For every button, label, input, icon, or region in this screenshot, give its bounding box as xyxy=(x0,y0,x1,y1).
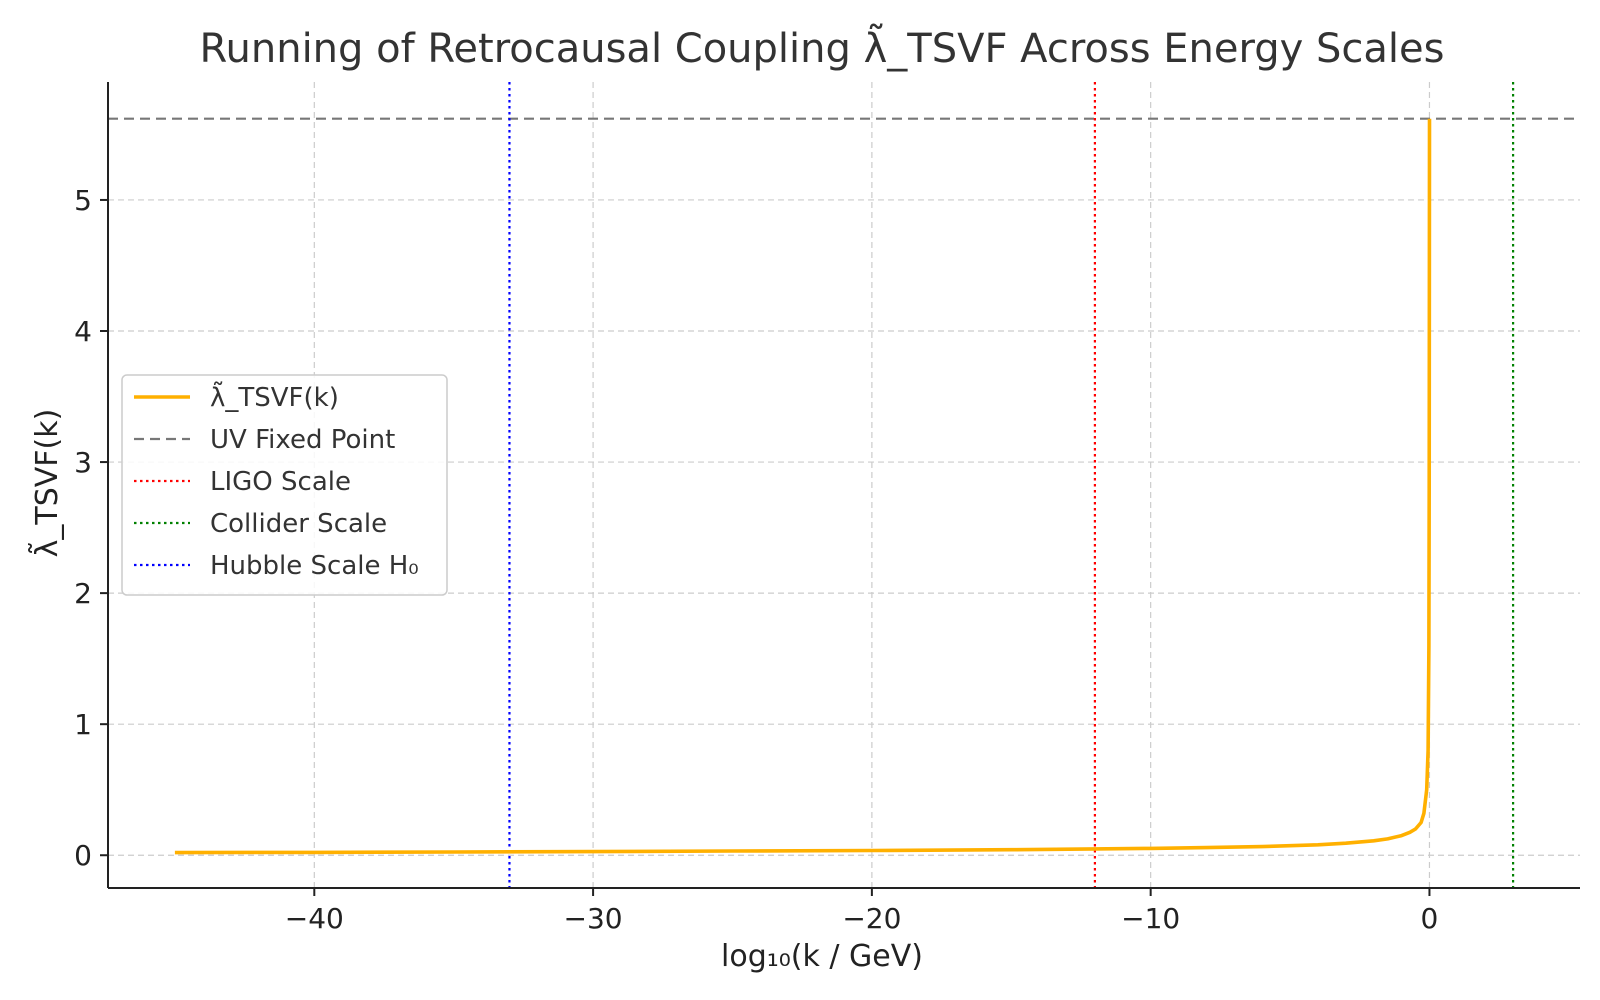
y-tick-label-2: 2 xyxy=(74,577,92,610)
axes xyxy=(107,82,1580,889)
series-lines xyxy=(174,118,1432,855)
y-tick-label-0: 0 xyxy=(74,839,92,872)
chart-title: Running of Retrocausal Coupling λ̃_TSVF … xyxy=(200,23,1445,72)
reference-lines xyxy=(108,82,1580,888)
x-tick-label-0: −40 xyxy=(285,902,344,935)
x-axis-label: log₁₀(k / GeV) xyxy=(721,939,923,974)
y-tick-label-1: 1 xyxy=(74,708,92,741)
x-tick-label-1: −30 xyxy=(564,902,623,935)
x-tick-label-2: −20 xyxy=(842,902,901,935)
legend: λ̃_TSVF(k) UV Fixed Point LIGO Scale Collid… xyxy=(121,374,448,596)
legend-box xyxy=(121,374,448,596)
y-tick-labels: 0 1 2 3 4 5 xyxy=(74,184,108,872)
series-line-lambda-tsvf xyxy=(174,118,1432,855)
legend-label-4: Hubble Scale H₀ xyxy=(210,551,419,581)
legend-label-1: UV Fixed Point xyxy=(210,425,395,455)
y-tick-label-3: 3 xyxy=(74,446,92,479)
y-tick-label-4: 4 xyxy=(74,315,92,348)
x-tick-label-3: −10 xyxy=(1121,902,1180,935)
legend-label-0: λ̃_TSVF(k) xyxy=(210,380,339,413)
y-tick-label-5: 5 xyxy=(74,184,92,217)
x-tick-labels: −40 −30 −20 −10 0 xyxy=(285,888,1439,935)
legend-label-2: LIGO Scale xyxy=(210,467,351,497)
y-axis-label: λ̃_TSVF(k) xyxy=(29,409,65,558)
legend-label-3: Collider Scale xyxy=(210,509,387,539)
x-tick-label-4: 0 xyxy=(1421,902,1439,935)
